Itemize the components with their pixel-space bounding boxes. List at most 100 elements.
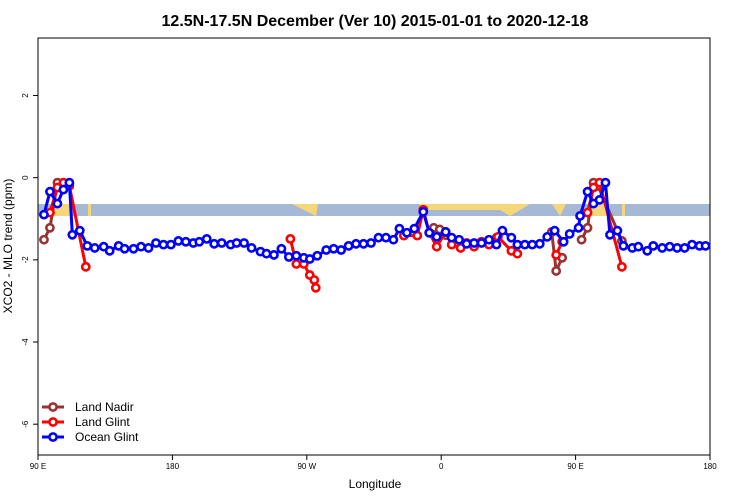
data-point [679, 243, 690, 253]
data-point [418, 206, 429, 217]
series-line [48, 179, 624, 289]
data-point [291, 259, 302, 269]
data-point [497, 225, 508, 236]
data-point [527, 239, 538, 250]
data-point [424, 227, 435, 238]
x-tick-label: 0 [439, 462, 444, 471]
data-point [246, 243, 257, 253]
data-point [618, 240, 629, 251]
data-point [461, 238, 472, 249]
data-point [534, 238, 545, 249]
data-point [128, 243, 139, 254]
data-point [401, 227, 412, 238]
chart-title: 12.5N-17.5N December (Ver 10) 2015-01-01… [162, 13, 589, 30]
x-tick-label: 90 E [567, 462, 583, 471]
data-point [52, 198, 63, 209]
data-point [484, 234, 494, 245]
data-point [687, 239, 697, 250]
data-point [291, 250, 302, 261]
data-point [358, 238, 369, 249]
legend-marker [48, 432, 58, 442]
data-point [648, 240, 659, 251]
land-strip [622, 204, 625, 216]
data-point [304, 254, 315, 264]
y-tick-label: -4 [21, 338, 30, 346]
legend-label: Ocean Glint [75, 430, 139, 444]
data-point [343, 240, 354, 251]
data-point [551, 250, 562, 260]
data-point [506, 232, 517, 243]
data-point [512, 248, 523, 259]
x-tick-label: 180 [703, 462, 717, 471]
data-point [269, 250, 279, 260]
data-point [582, 222, 593, 233]
data-point [657, 243, 668, 253]
data-point [616, 261, 627, 272]
data-point [310, 282, 321, 293]
data-point [231, 238, 242, 248]
data-point [491, 239, 502, 250]
data-point [151, 238, 161, 248]
data-point [542, 231, 553, 242]
data-point [573, 222, 584, 233]
land-strip [292, 204, 318, 216]
data-point [582, 207, 593, 218]
data-point [283, 252, 294, 262]
data-point [672, 243, 683, 253]
data-point [388, 234, 399, 245]
data-point [582, 186, 593, 197]
legend-label: Land Glint [75, 415, 130, 429]
data-point [564, 229, 575, 239]
series-line [42, 179, 624, 277]
data-point [312, 250, 323, 261]
data-point [74, 225, 85, 236]
land-strip [420, 204, 530, 216]
data-point [45, 186, 55, 197]
data-point [600, 177, 611, 188]
data-point [39, 209, 49, 220]
data-point [549, 225, 560, 236]
data-point [328, 243, 339, 254]
data-point [476, 238, 487, 248]
data-point [285, 233, 296, 244]
data-point [336, 245, 347, 255]
x-tick-label: 180 [166, 462, 180, 471]
data-point [664, 241, 675, 252]
legend-label: Land Nadir [75, 400, 134, 414]
data-point [381, 232, 391, 243]
data-point [431, 241, 442, 252]
land-strip [88, 204, 91, 216]
data-point [39, 234, 49, 245]
legend-marker [48, 417, 58, 427]
data-point [446, 232, 457, 243]
data-point [261, 248, 272, 259]
data-point [512, 239, 523, 250]
data-point [373, 232, 384, 243]
data-point [143, 243, 154, 253]
data-point [180, 236, 191, 247]
data-point [119, 243, 130, 254]
y-tick-label: -2 [21, 256, 30, 264]
data-point [575, 210, 585, 221]
data-point [519, 239, 530, 250]
y-tick-label: -6 [21, 420, 30, 428]
x-tick-label: 90 W [297, 462, 316, 471]
data-point [166, 239, 176, 250]
data-point [431, 231, 442, 242]
data-point [80, 261, 91, 272]
data-point [351, 238, 361, 249]
data-point [45, 222, 55, 233]
data-point [216, 238, 227, 248]
data-point [642, 245, 653, 256]
y-axis-title: XCO2 - MLO trend (ppm) [1, 179, 15, 314]
x-axis-title: Longitude [349, 477, 402, 491]
data-point [409, 223, 420, 234]
data-point [194, 236, 205, 247]
data-point [576, 234, 587, 245]
data-point [558, 236, 569, 247]
data-point [201, 233, 212, 244]
ocean-strip [38, 204, 710, 216]
data-point [551, 266, 562, 276]
y-tick-label: 0 [21, 175, 30, 180]
